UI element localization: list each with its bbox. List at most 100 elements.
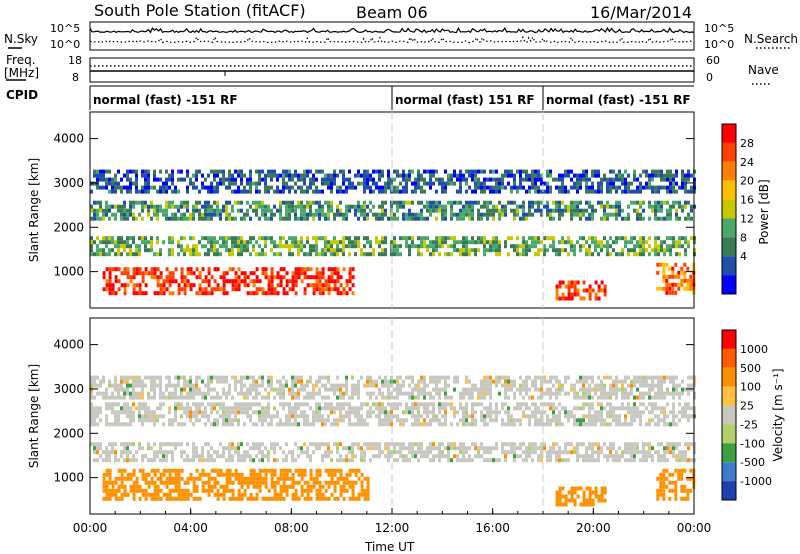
heatmap-cell xyxy=(303,271,307,276)
heatmap-cell xyxy=(201,379,204,384)
heatmap-cell xyxy=(363,169,366,174)
heatmap-cell xyxy=(381,240,384,245)
heatmap-cell xyxy=(510,236,513,241)
heatmap-cell xyxy=(270,472,274,477)
heatmap-cell xyxy=(213,248,216,253)
heatmap-cell xyxy=(240,492,244,497)
heatmap-cell xyxy=(579,296,583,301)
heatmap-cell xyxy=(546,208,549,213)
heatmap-cell xyxy=(144,291,148,296)
heatmap-cell xyxy=(162,287,166,292)
heatmap-cell xyxy=(180,177,183,182)
heatmap-cell xyxy=(204,480,208,485)
heatmap-cell xyxy=(558,402,561,407)
heatmap-cell xyxy=(447,402,450,407)
heatmap-cell xyxy=(321,395,324,400)
heatmap-cell xyxy=(567,236,570,241)
heatmap-cell xyxy=(114,212,117,217)
heatmap-cell xyxy=(663,173,666,178)
heatmap-cell xyxy=(129,248,132,253)
heatmap-cell xyxy=(531,244,534,249)
heatmap-cell xyxy=(366,204,369,209)
heatmap-cell xyxy=(156,177,159,182)
heatmap-cell xyxy=(372,446,375,451)
heatmap-cell xyxy=(144,406,147,411)
heatmap-cell xyxy=(423,410,426,415)
heatmap-cell xyxy=(102,458,105,463)
heatmap-cell xyxy=(543,446,546,451)
heatmap-cell xyxy=(591,442,594,447)
heatmap-cell xyxy=(216,248,219,253)
heatmap-cell xyxy=(627,248,630,253)
heatmap-cell xyxy=(339,442,342,447)
heatmap-cell xyxy=(633,418,636,423)
heatmap-cell xyxy=(297,395,300,400)
heatmap-cell xyxy=(165,476,169,481)
heatmap-cell xyxy=(666,173,669,178)
heatmap-cell xyxy=(378,244,381,249)
heatmap-cell xyxy=(222,414,225,419)
heatmap-cell xyxy=(315,200,318,205)
heatmap-cell xyxy=(255,476,259,481)
heatmap-cell xyxy=(603,422,606,427)
heatmap-cell xyxy=(408,208,411,213)
heatmap-cell xyxy=(264,406,267,411)
heatmap-cell xyxy=(333,418,336,423)
heatmap-cell xyxy=(600,177,603,182)
heatmap-cell xyxy=(90,410,93,415)
heatmap-cell xyxy=(333,283,337,288)
heatmap-cell xyxy=(501,406,504,411)
heatmap-cell xyxy=(573,292,577,297)
heatmap-cell xyxy=(399,252,402,257)
heatmap-cell xyxy=(327,212,330,217)
heatmap-cell xyxy=(447,177,450,182)
heatmap-cell xyxy=(207,484,211,489)
heatmap-cell xyxy=(180,387,183,392)
heatmap-cell xyxy=(156,267,160,272)
heatmap-cell xyxy=(147,169,150,174)
heatmap-cell xyxy=(159,442,162,447)
heatmap-cell xyxy=(171,391,174,396)
heatmap-cell xyxy=(321,418,324,423)
heatmap-cell xyxy=(486,240,489,245)
heatmap-cell xyxy=(252,200,255,205)
heatmap-cell xyxy=(114,450,117,455)
heatmap-cell xyxy=(471,458,474,463)
heatmap-cell xyxy=(531,173,534,178)
heatmap-cell xyxy=(333,387,336,392)
heatmap-cell xyxy=(123,476,127,481)
heatmap-cell xyxy=(429,410,432,415)
heatmap-cell xyxy=(96,248,99,253)
heatmap-cell xyxy=(585,402,588,407)
heatmap-cell xyxy=(351,492,355,497)
heatmap-cell xyxy=(330,173,333,178)
heatmap-cell xyxy=(288,169,291,174)
heatmap-cell xyxy=(144,283,148,288)
heatmap-cell xyxy=(687,177,690,182)
heatmap-cell xyxy=(624,458,627,463)
heatmap-cell xyxy=(477,185,480,190)
heatmap-cell xyxy=(558,248,561,253)
heatmap-cell xyxy=(462,406,465,411)
heatmap-cell xyxy=(453,236,456,241)
heatmap-cell xyxy=(309,177,312,182)
heatmap-cell xyxy=(372,379,375,384)
heatmap-cell xyxy=(243,395,246,400)
heatmap-cell xyxy=(327,181,330,186)
heatmap-cell xyxy=(135,291,139,296)
heatmap-cell xyxy=(597,446,600,451)
heatmap-cell xyxy=(207,189,210,194)
heatmap-cell xyxy=(690,185,693,190)
heatmap-cell xyxy=(159,383,162,388)
heatmap-cell xyxy=(498,379,501,384)
heatmap-cell xyxy=(294,391,297,396)
heatmap-cell xyxy=(570,292,574,297)
heatmap-cell xyxy=(429,422,432,427)
heatmap-cell xyxy=(549,208,552,213)
heatmap-cell xyxy=(546,458,549,463)
heatmap-cell xyxy=(597,169,600,174)
heatmap-cell xyxy=(258,279,262,284)
heatmap-cell xyxy=(678,240,681,245)
heatmap-cell xyxy=(258,468,262,473)
heatmap-cell xyxy=(288,410,291,415)
